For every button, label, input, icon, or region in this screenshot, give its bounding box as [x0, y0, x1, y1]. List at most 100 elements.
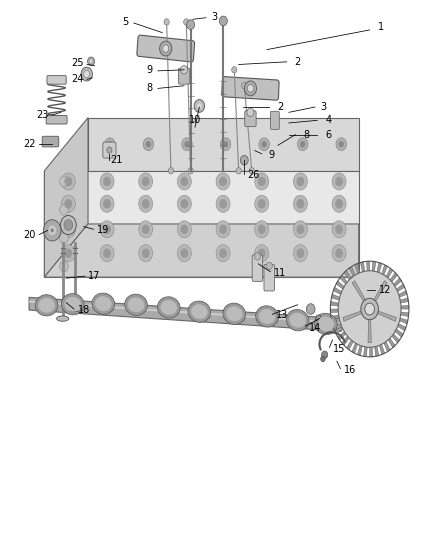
Text: 13: 13 [276, 310, 289, 320]
Polygon shape [357, 345, 362, 356]
Ellipse shape [38, 298, 55, 313]
Text: 10: 10 [189, 115, 201, 125]
Text: 11: 11 [274, 268, 286, 278]
Polygon shape [355, 263, 360, 273]
Ellipse shape [92, 304, 114, 312]
Polygon shape [44, 224, 359, 277]
Polygon shape [374, 346, 379, 356]
Circle shape [293, 173, 307, 190]
Circle shape [236, 167, 241, 174]
Circle shape [254, 253, 261, 260]
Circle shape [219, 224, 227, 234]
Circle shape [180, 248, 188, 258]
Circle shape [177, 245, 191, 262]
Circle shape [249, 167, 254, 174]
Circle shape [60, 233, 68, 244]
Text: 17: 17 [88, 271, 101, 281]
Circle shape [216, 245, 230, 262]
Circle shape [332, 221, 346, 238]
Circle shape [61, 195, 75, 212]
Circle shape [146, 141, 151, 148]
Circle shape [142, 199, 150, 208]
Circle shape [180, 199, 188, 208]
Circle shape [159, 41, 172, 56]
Circle shape [194, 100, 205, 112]
Circle shape [64, 248, 72, 258]
Circle shape [197, 103, 201, 109]
Circle shape [142, 224, 150, 234]
Polygon shape [384, 342, 390, 352]
Ellipse shape [188, 301, 211, 322]
Polygon shape [378, 311, 396, 321]
Circle shape [43, 220, 61, 241]
Polygon shape [396, 284, 405, 292]
Circle shape [60, 205, 68, 215]
Circle shape [255, 195, 268, 212]
Circle shape [247, 108, 254, 117]
Circle shape [219, 16, 227, 26]
Text: 2: 2 [277, 102, 283, 112]
Polygon shape [340, 275, 347, 284]
Polygon shape [379, 344, 385, 354]
Circle shape [100, 245, 114, 262]
Ellipse shape [57, 316, 69, 321]
Polygon shape [342, 336, 349, 345]
Circle shape [335, 176, 343, 186]
FancyBboxPatch shape [42, 136, 59, 147]
Polygon shape [395, 329, 403, 337]
Circle shape [100, 221, 114, 238]
Circle shape [293, 221, 307, 238]
FancyBboxPatch shape [222, 77, 279, 100]
Circle shape [84, 70, 90, 78]
Polygon shape [349, 266, 355, 277]
Circle shape [247, 85, 254, 92]
Ellipse shape [191, 304, 208, 319]
Circle shape [297, 138, 308, 151]
FancyBboxPatch shape [103, 142, 116, 158]
Ellipse shape [35, 295, 58, 316]
Circle shape [162, 45, 169, 52]
Polygon shape [352, 281, 365, 301]
Text: 3: 3 [321, 102, 327, 112]
Circle shape [139, 195, 153, 212]
Text: 12: 12 [379, 286, 391, 295]
Text: 19: 19 [97, 225, 110, 236]
Circle shape [48, 225, 56, 235]
Text: 1: 1 [378, 22, 384, 33]
Ellipse shape [125, 294, 147, 316]
Circle shape [164, 19, 169, 25]
Polygon shape [398, 324, 406, 331]
Circle shape [365, 303, 374, 315]
Circle shape [242, 83, 247, 89]
Circle shape [255, 173, 268, 190]
FancyBboxPatch shape [271, 111, 279, 130]
Circle shape [336, 138, 346, 151]
Circle shape [180, 224, 188, 234]
Polygon shape [331, 315, 339, 320]
Circle shape [255, 245, 268, 262]
Circle shape [258, 248, 266, 258]
Circle shape [61, 245, 75, 262]
Circle shape [240, 156, 248, 165]
Text: 8: 8 [146, 83, 152, 93]
Circle shape [300, 141, 305, 148]
Polygon shape [360, 262, 365, 272]
Text: 9: 9 [268, 150, 275, 160]
Text: 26: 26 [248, 170, 260, 180]
Circle shape [143, 138, 154, 151]
Circle shape [297, 224, 304, 234]
Polygon shape [392, 334, 399, 343]
Circle shape [316, 315, 321, 321]
Text: 14: 14 [309, 322, 321, 333]
Ellipse shape [188, 312, 210, 320]
Ellipse shape [158, 308, 180, 316]
FancyBboxPatch shape [264, 264, 275, 291]
Polygon shape [401, 305, 409, 309]
Text: 4: 4 [325, 115, 331, 125]
Polygon shape [330, 302, 339, 306]
FancyBboxPatch shape [46, 116, 67, 124]
Circle shape [187, 20, 194, 29]
Circle shape [184, 141, 190, 148]
Circle shape [107, 141, 113, 148]
Polygon shape [390, 273, 397, 282]
